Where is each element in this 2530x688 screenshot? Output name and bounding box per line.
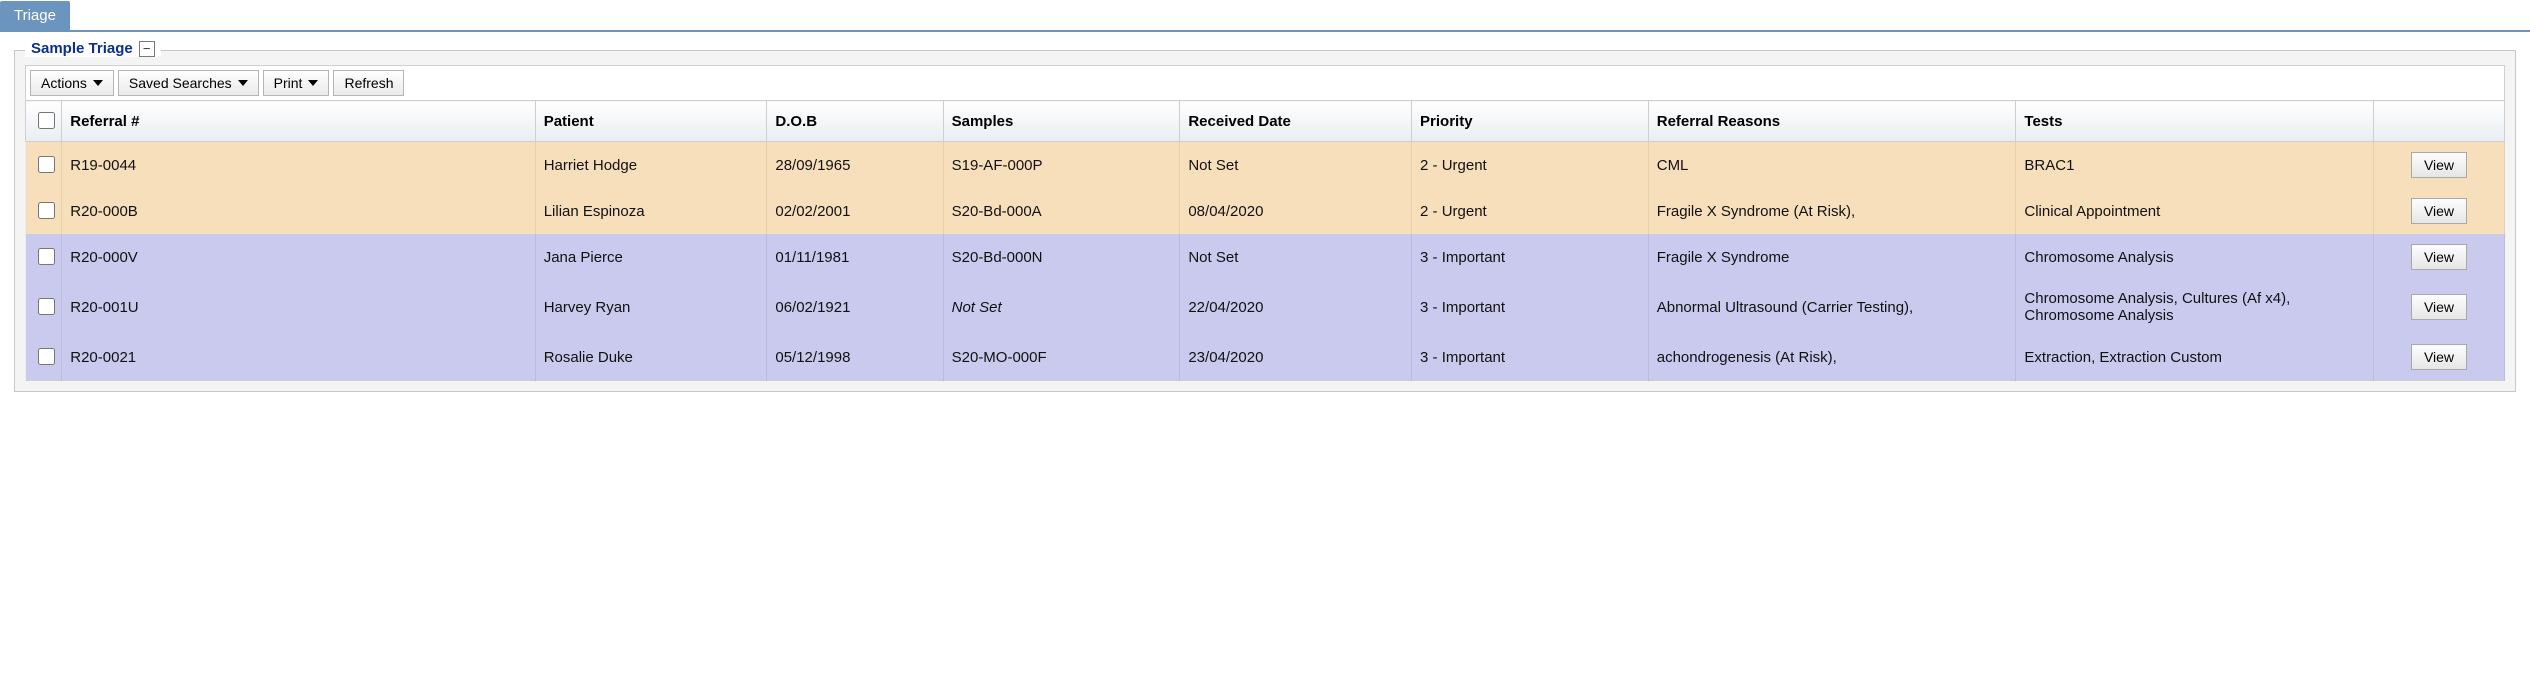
chevron-down-icon	[93, 80, 103, 86]
cell-patient: Jana Pierce	[535, 234, 767, 280]
cell-patient: Lilian Espinoza	[535, 188, 767, 234]
saved-searches-label: Saved Searches	[129, 75, 232, 91]
cell-received: Not Set	[1180, 142, 1412, 189]
col-priority[interactable]: Priority	[1412, 101, 1649, 142]
view-button[interactable]: View	[2411, 198, 2467, 224]
cell-samples: S20-Bd-000N	[943, 234, 1180, 280]
cell-dob: 01/11/1981	[767, 234, 943, 280]
view-button[interactable]: View	[2411, 344, 2467, 370]
cell-referral: R20-000B	[62, 188, 535, 234]
actions-button[interactable]: Actions	[30, 70, 114, 96]
cell-dob: 06/02/1921	[767, 280, 943, 334]
col-checkbox	[26, 101, 62, 142]
cell-patient: Harriet Hodge	[535, 142, 767, 189]
cell-view: View	[2373, 142, 2504, 189]
cell-dob: 05/12/1998	[767, 334, 943, 381]
print-label: Print	[274, 75, 303, 91]
col-reasons[interactable]: Referral Reasons	[1648, 101, 2016, 142]
cell-patient: Rosalie Duke	[535, 334, 767, 381]
row-checkbox-cell	[26, 188, 62, 234]
table-row[interactable]: R20-001UHarvey Ryan06/02/1921Not Set22/0…	[26, 280, 2505, 334]
triage-table: Referral # Patient D.O.B Samples Receive…	[25, 100, 2505, 381]
cell-tests: Chromosome Analysis	[2016, 234, 2374, 280]
cell-tests: Clinical Appointment	[2016, 188, 2374, 234]
panel-legend: Sample Triage −	[25, 40, 161, 57]
cell-referral: R20-0021	[62, 334, 535, 381]
col-tests[interactable]: Tests	[2016, 101, 2374, 142]
toolbar: Actions Saved Searches Print Refresh	[25, 65, 2505, 100]
row-select-checkbox[interactable]	[38, 202, 55, 219]
col-dob[interactable]: D.O.B	[767, 101, 943, 142]
view-button[interactable]: View	[2411, 152, 2467, 178]
tab-triage[interactable]: Triage	[0, 1, 70, 30]
table-header-row: Referral # Patient D.O.B Samples Receive…	[26, 101, 2505, 142]
content-wrap: Sample Triage − Actions Saved Searches P…	[0, 32, 2530, 392]
panel-collapse-button[interactable]: −	[139, 41, 155, 57]
table-row[interactable]: R20-000VJana Pierce01/11/1981S20-Bd-000N…	[26, 234, 2505, 280]
row-checkbox-cell	[26, 234, 62, 280]
minus-icon: −	[143, 42, 151, 55]
cell-received: 22/04/2020	[1180, 280, 1412, 334]
cell-priority: 3 - Important	[1412, 234, 1649, 280]
table-row[interactable]: R19-0044Harriet Hodge28/09/1965S19-AF-00…	[26, 142, 2505, 189]
page-root: Triage Sample Triage − Actions Saved Sea…	[0, 0, 2530, 392]
cell-samples: S20-MO-000F	[943, 334, 1180, 381]
row-select-checkbox[interactable]	[38, 348, 55, 365]
cell-priority: 2 - Urgent	[1412, 142, 1649, 189]
cell-referral: R19-0044	[62, 142, 535, 189]
actions-label: Actions	[41, 75, 87, 91]
row-select-checkbox[interactable]	[38, 298, 55, 315]
col-patient[interactable]: Patient	[535, 101, 767, 142]
cell-priority: 3 - Important	[1412, 280, 1649, 334]
cell-referral: R20-000V	[62, 234, 535, 280]
cell-tests: BRAC1	[2016, 142, 2374, 189]
cell-reasons: Fragile X Syndrome	[1648, 234, 2016, 280]
row-select-checkbox[interactable]	[38, 248, 55, 265]
col-view	[2373, 101, 2504, 142]
tab-bar: Triage	[0, 0, 2530, 32]
cell-samples: Not Set	[943, 280, 1180, 334]
refresh-label: Refresh	[344, 75, 393, 91]
panel-title: Sample Triage	[31, 40, 133, 57]
view-button[interactable]: View	[2411, 294, 2467, 320]
cell-tests: Chromosome Analysis, Cultures (Af x4), C…	[2016, 280, 2374, 334]
cell-received: 23/04/2020	[1180, 334, 1412, 381]
cell-samples: S20-Bd-000A	[943, 188, 1180, 234]
cell-view: View	[2373, 234, 2504, 280]
row-checkbox-cell	[26, 334, 62, 381]
col-referral[interactable]: Referral #	[62, 101, 535, 142]
view-button[interactable]: View	[2411, 244, 2467, 270]
table-row[interactable]: R20-0021Rosalie Duke05/12/1998S20-MO-000…	[26, 334, 2505, 381]
cell-view: View	[2373, 188, 2504, 234]
cell-view: View	[2373, 280, 2504, 334]
col-received[interactable]: Received Date	[1180, 101, 1412, 142]
cell-received: Not Set	[1180, 234, 1412, 280]
cell-reasons: Fragile X Syndrome (At Risk),	[1648, 188, 2016, 234]
cell-dob: 28/09/1965	[767, 142, 943, 189]
cell-priority: 2 - Urgent	[1412, 188, 1649, 234]
row-checkbox-cell	[26, 280, 62, 334]
cell-view: View	[2373, 334, 2504, 381]
cell-reasons: achondrogenesis (At Risk),	[1648, 334, 2016, 381]
cell-samples: S19-AF-000P	[943, 142, 1180, 189]
cell-reasons: Abnormal Ultrasound (Carrier Testing),	[1648, 280, 2016, 334]
saved-searches-button[interactable]: Saved Searches	[118, 70, 259, 96]
sample-triage-panel: Sample Triage − Actions Saved Searches P…	[14, 50, 2516, 392]
select-all-checkbox[interactable]	[38, 112, 55, 129]
cell-dob: 02/02/2001	[767, 188, 943, 234]
col-samples[interactable]: Samples	[943, 101, 1180, 142]
chevron-down-icon	[238, 80, 248, 86]
cell-reasons: CML	[1648, 142, 2016, 189]
cell-tests: Extraction, Extraction Custom	[2016, 334, 2374, 381]
cell-referral: R20-001U	[62, 280, 535, 334]
cell-patient: Harvey Ryan	[535, 280, 767, 334]
table-row[interactable]: R20-000BLilian Espinoza02/02/2001S20-Bd-…	[26, 188, 2505, 234]
refresh-button[interactable]: Refresh	[333, 70, 404, 96]
chevron-down-icon	[308, 80, 318, 86]
print-button[interactable]: Print	[263, 70, 330, 96]
row-select-checkbox[interactable]	[38, 156, 55, 173]
row-checkbox-cell	[26, 142, 62, 189]
cell-received: 08/04/2020	[1180, 188, 1412, 234]
cell-priority: 3 - Important	[1412, 334, 1649, 381]
